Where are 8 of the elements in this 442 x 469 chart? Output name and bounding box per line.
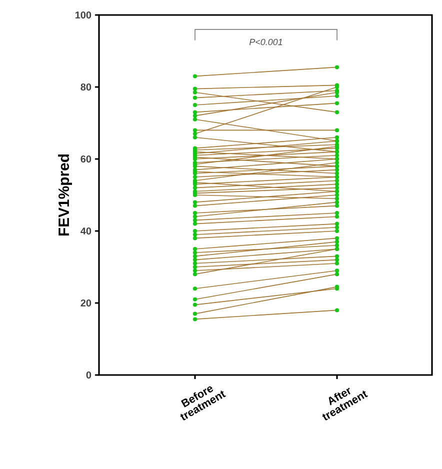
y-tick-label: 20 — [80, 299, 92, 307]
y-tick-label: 100 — [75, 11, 92, 19]
annotation: P<0.001 — [249, 38, 282, 46]
y-tick-label: 40 — [80, 227, 92, 235]
y-axis-title: FEV1%pred — [58, 154, 72, 236]
y-tick-label: 80 — [80, 83, 92, 91]
y-tick-label: 60 — [80, 155, 92, 163]
y-tick-label: 0 — [86, 371, 92, 379]
